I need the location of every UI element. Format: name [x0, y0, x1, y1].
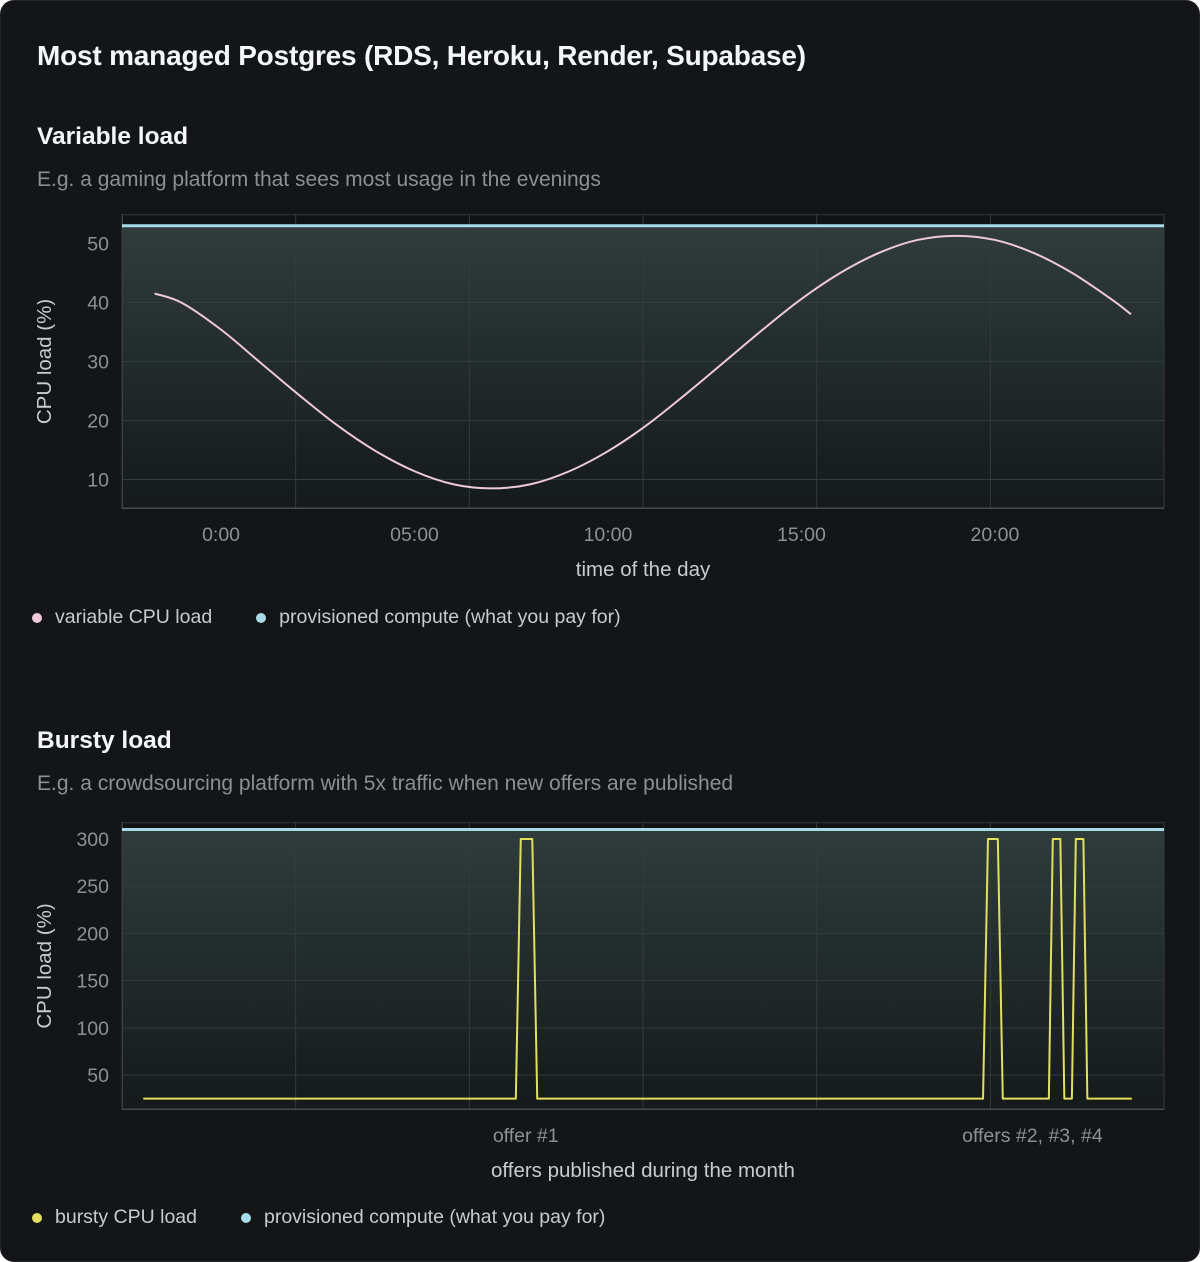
bursty-load-legend: bursty CPU load provisioned compute (wha…	[1, 1206, 1199, 1229]
variable-load-subtitle: E.g. a gaming platform that sees most us…	[37, 167, 601, 191]
x-axis-title: offers published during the month	[491, 1159, 795, 1182]
section-bursty-load: Bursty load E.g. a crowdsourcing platfor…	[1, 727, 1199, 1229]
legend-item-provisioned-compute[interactable]: provisioned compute (what you pay for)	[256, 606, 621, 629]
legend-label: provisioned compute (what you pay for)	[279, 606, 621, 629]
y-tick-label: 20	[87, 411, 109, 433]
legend-dot-cyan-icon	[256, 612, 267, 623]
y-axis-title: CPU load (%)	[37, 904, 56, 1029]
chart-canvas: 10 20 30 40 50 0:00 05:00 10:00 15:00 20:00 time o…	[37, 214, 1165, 581]
legend-dot-pink-icon	[32, 612, 42, 623]
legend-label: bursty CPU load	[55, 1206, 197, 1229]
bursty-load-subtitle: E.g. a crowdsourcing platform with 5x tr…	[37, 772, 734, 796]
y-tick-label: 50	[87, 234, 109, 256]
legend-item-variable-cpu-load[interactable]: variable CPU load	[32, 606, 212, 629]
legend-dot-yellow-icon	[32, 1212, 42, 1223]
legend-label: provisioned compute (what you pay for)	[263, 1206, 606, 1229]
x-tick-label: offer #1	[493, 1125, 559, 1147]
legend-dot-cyan-icon	[240, 1212, 251, 1223]
y-tick-label: 30	[87, 352, 109, 374]
variable-load-chart: 10 20 30 40 50 0:00 05:00 10:00 15:00 20:00 time o…	[37, 214, 1165, 587]
y-tick-label: 100	[76, 1018, 109, 1040]
y-tick-label: 150	[76, 971, 109, 993]
variable-load-legend: variable CPU load provisioned compute (w…	[1, 606, 1199, 629]
y-tick-label: 300	[76, 829, 109, 851]
legend-label: variable CPU load	[55, 606, 213, 629]
y-tick-label: 40	[87, 293, 109, 315]
chart-canvas: 50 100 150 200 250 300 offer #1 offers #2, #3, …	[37, 822, 1165, 1182]
y-tick-label: 10	[87, 470, 109, 492]
y-tick-label: 250	[76, 877, 109, 899]
legend-item-bursty-cpu-load[interactable]: bursty CPU load	[32, 1206, 197, 1229]
y-tick-label: 50	[87, 1065, 109, 1087]
x-tick-label: 05:00	[390, 524, 439, 546]
y-axis-title: CPU load (%)	[37, 299, 56, 424]
variable-load-heading: Variable load	[37, 122, 189, 150]
x-axis-title: time of the day	[576, 558, 711, 581]
x-tick-label: 10:00	[584, 524, 633, 546]
page-title: Most managed Postgres (RDS, Heroku, Rend…	[37, 40, 806, 71]
x-tick-label: 20:00	[971, 524, 1020, 546]
x-tick-label: 15:00	[777, 524, 826, 546]
bursty-load-chart: 50 100 150 200 250 300 offer #1 offers #2, #3, …	[37, 822, 1165, 1188]
section-variable-load: Variable load E.g. a gaming platform tha…	[1, 123, 1199, 629]
y-tick-label: 200	[76, 924, 109, 946]
x-tick-label: 0:00	[202, 524, 240, 546]
series-line-variable-cpu-load	[154, 234, 1132, 490]
bursty-load-heading: Bursty load	[37, 727, 172, 755]
x-tick-label: offers #2, #3, #4	[962, 1125, 1103, 1147]
series-line-bursty-cpu-load	[143, 838, 1133, 1101]
legend-item-provisioned-compute[interactable]: provisioned compute (what you pay for)	[240, 1206, 606, 1229]
